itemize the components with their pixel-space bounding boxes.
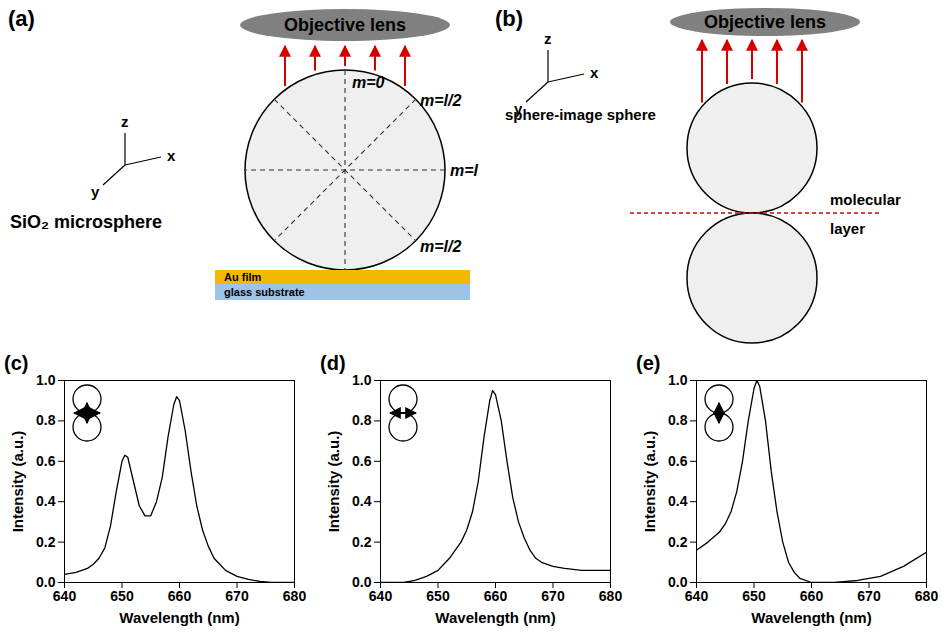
svg-text:m=l: m=l [450, 162, 479, 179]
svg-text:SiO₂ microsphere: SiO₂ microsphere [10, 212, 162, 232]
svg-text:Objective lens: Objective lens [284, 15, 406, 35]
svg-text:glass substrate: glass substrate [224, 286, 305, 298]
svg-text:Wavelength (nm): Wavelength (nm) [435, 609, 555, 626]
svg-text:0.4: 0.4 [352, 493, 372, 509]
svg-text:660: 660 [484, 588, 508, 604]
svg-text:0.4: 0.4 [36, 493, 56, 509]
svg-text:1.0: 1.0 [36, 372, 56, 388]
svg-text:680: 680 [915, 588, 939, 604]
svg-text:Wavelength (nm): Wavelength (nm) [751, 609, 871, 626]
svg-text:molecular: molecular [830, 191, 901, 208]
svg-text:layer: layer [830, 220, 865, 237]
svg-text:z: z [121, 113, 129, 130]
svg-text:Intensity (a.u.): Intensity (a.u.) [325, 431, 342, 533]
svg-text:x: x [167, 147, 176, 164]
html-text:(d): (d) [320, 352, 346, 374]
svg-text:680: 680 [599, 588, 623, 604]
svg-text:m=l/2: m=l/2 [420, 238, 461, 255]
svg-text:680: 680 [283, 588, 307, 604]
svg-text:660: 660 [800, 588, 824, 604]
svg-text:660: 660 [168, 588, 192, 604]
svg-text:640: 640 [685, 588, 709, 604]
svg-text:(b): (b) [495, 6, 523, 31]
svg-text:sphere-image sphere: sphere-image sphere [505, 106, 656, 123]
svg-text:0.0: 0.0 [352, 574, 372, 590]
svg-text:0.6: 0.6 [352, 453, 372, 469]
svg-text:0.2: 0.2 [352, 534, 372, 550]
svg-text:670: 670 [541, 588, 565, 604]
svg-text:640: 640 [53, 588, 77, 604]
svg-text:0.4: 0.4 [668, 493, 688, 509]
svg-text:m=l/2: m=l/2 [420, 92, 461, 109]
html-text:(c): (c) [4, 352, 29, 374]
svg-text:0.6: 0.6 [668, 453, 688, 469]
svg-text:Wavelength (nm): Wavelength (nm) [119, 609, 239, 626]
svg-text:0.6: 0.6 [36, 453, 56, 469]
svg-text:m=0: m=0 [352, 74, 385, 91]
svg-text:0.2: 0.2 [668, 534, 688, 550]
svg-text:0.8: 0.8 [668, 412, 688, 428]
svg-text:(a): (a) [8, 6, 35, 31]
svg-text:Au film: Au film [224, 271, 261, 283]
svg-text:0.2: 0.2 [36, 534, 56, 550]
svg-text:0.8: 0.8 [352, 412, 372, 428]
svg-text:650: 650 [742, 588, 766, 604]
svg-text:1.0: 1.0 [668, 372, 688, 388]
svg-text:z: z [544, 30, 552, 47]
svg-text:650: 650 [110, 588, 134, 604]
svg-text:0.0: 0.0 [668, 574, 688, 590]
svg-text:y: y [91, 183, 100, 200]
svg-text:0.8: 0.8 [36, 412, 56, 428]
svg-text:670: 670 [225, 588, 249, 604]
svg-text:650: 650 [426, 588, 450, 604]
svg-text:1.0: 1.0 [352, 372, 372, 388]
svg-text:x: x [590, 64, 599, 81]
svg-text:0.0: 0.0 [36, 574, 56, 590]
svg-text:670: 670 [857, 588, 881, 604]
html-text:(e): (e) [636, 352, 661, 374]
svg-text:Intensity (a.u.): Intensity (a.u.) [9, 431, 26, 533]
svg-text:640: 640 [369, 588, 393, 604]
svg-text:Intensity (a.u.): Intensity (a.u.) [641, 431, 658, 533]
svg-text:Objective lens: Objective lens [704, 12, 826, 32]
